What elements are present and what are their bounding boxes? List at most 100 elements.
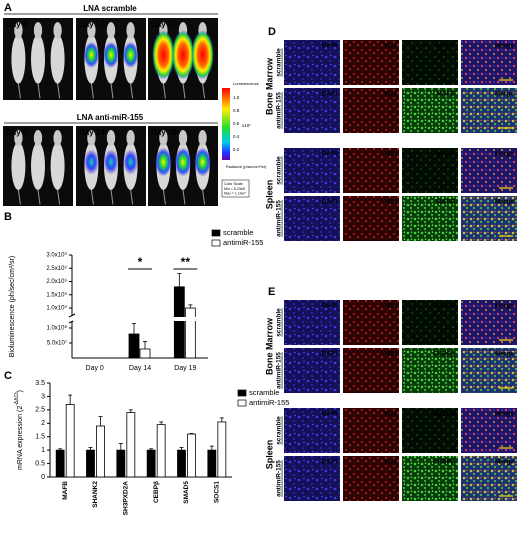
condition-label: antimiR-155 [276, 460, 283, 497]
mouse-tail [130, 189, 134, 205]
channel-label: DAPI [321, 351, 337, 358]
colorbar-tick: 1.0 [233, 95, 240, 100]
signal [174, 147, 192, 177]
channel-label: WM [384, 459, 396, 466]
mouse [11, 142, 26, 190]
bar [146, 449, 156, 478]
signal [83, 41, 100, 69]
condition-label: antimiR-155 [276, 352, 283, 389]
micrograph [284, 408, 340, 453]
condition-label: scramble [276, 48, 283, 77]
y-axis-label-sup: -ΔΔCt [14, 392, 20, 406]
significance-mark: * [138, 255, 143, 269]
day-label: Day 0 [6, 128, 28, 137]
signal [171, 30, 195, 80]
condition-label: antimiR-155 [276, 92, 283, 129]
mouse-head [14, 22, 23, 39]
mouse [31, 142, 45, 190]
micrograph [402, 40, 458, 85]
condition-label: scramble [276, 156, 283, 185]
mouse-tail [57, 189, 61, 205]
tissue-label: Bone Marrow [264, 317, 274, 375]
y-tick-label: 2.5x10⁹ [46, 265, 67, 272]
tissue-label: Spleen [264, 180, 274, 210]
mouse-head [198, 130, 207, 146]
mouse-tail [17, 83, 21, 99]
channel-label: Merge [495, 459, 515, 466]
y-tick-label: 0.5 [35, 460, 45, 467]
micrograph [402, 88, 458, 133]
bar [207, 449, 217, 478]
channel-label: DAPI [321, 459, 337, 466]
x-tick-label: SHANK2 [92, 481, 99, 508]
micrograph [402, 148, 458, 193]
channel-label: CEBPβ [433, 411, 455, 418]
signal [103, 149, 119, 175]
legend-swatch [237, 399, 247, 407]
micrograph [343, 40, 399, 85]
signal [103, 41, 119, 69]
bar [156, 424, 166, 478]
mouse [50, 142, 65, 190]
colorbar-tick: 0.2 [233, 147, 240, 152]
bar [86, 449, 95, 478]
bar [126, 412, 136, 478]
y-tick-label: 0 [41, 474, 45, 481]
mouse-tail [90, 189, 94, 205]
bar [177, 449, 186, 478]
channel-label: CEBPβ [433, 351, 455, 358]
x-tick-label: MAFB [62, 481, 69, 500]
channel-label: DAPI [321, 43, 337, 50]
channel-label: WM [384, 151, 396, 158]
mouse [11, 34, 26, 84]
x-tick-label: Day 0 [86, 365, 104, 372]
y-axis-label-part: ) [17, 390, 24, 392]
mouse-head [53, 22, 62, 39]
micrograph [402, 348, 458, 393]
channel-label: CEBPβ [433, 303, 455, 310]
bar [96, 425, 105, 478]
micrograph [343, 88, 399, 133]
mouse-tail [202, 83, 206, 99]
channel-label: WM [384, 411, 396, 418]
signal [122, 41, 139, 69]
channel-label: DAPI [321, 151, 337, 158]
channel-label: Merge [495, 199, 515, 206]
micrograph [461, 348, 517, 393]
x-tick-label: SH3PXD2A [123, 481, 130, 516]
y-tick-label: 1.5 [35, 434, 45, 441]
signal [122, 149, 139, 175]
channel-label: MAFB [436, 91, 455, 98]
y-axis-label: Bioluminescence (ph/sec/cm²/sr) [9, 256, 16, 358]
channel-label: MAFB [436, 199, 455, 206]
micrograph [461, 148, 517, 193]
bar [55, 449, 65, 478]
channel-label: MAFB [436, 43, 455, 50]
legend-swatch [211, 229, 221, 237]
color-scale-text: Max = 1.10e7 [224, 192, 246, 196]
signal [155, 147, 172, 177]
condition-label: scramble [276, 416, 283, 445]
micrograph [461, 300, 517, 345]
panel-label: B [4, 211, 12, 223]
tissue-label: Bone Marrow [264, 57, 274, 115]
mouse-head [159, 130, 168, 146]
channel-label: WM [384, 351, 396, 358]
micrograph [402, 408, 458, 453]
y-tick-label: 3.5 [35, 380, 45, 387]
bar [128, 333, 140, 359]
legend-swatch [211, 239, 221, 247]
bar [139, 348, 151, 359]
x-tick-label: Day 14 [129, 365, 151, 372]
channel-label: Merge [495, 151, 515, 158]
y-tick-label: 5.0x10⁷ [47, 340, 67, 347]
micrograph [343, 300, 399, 345]
y-tick-label: 2.5 [35, 407, 45, 414]
mouse-tail [110, 83, 114, 99]
colorbar-title: Luminescence [233, 81, 260, 86]
day-label: Day 14 [79, 20, 105, 29]
y-axis-label: mRNA expression (2-ΔΔCt) [14, 390, 24, 470]
panel-label: E [268, 286, 275, 298]
mouse-tail [162, 83, 166, 99]
